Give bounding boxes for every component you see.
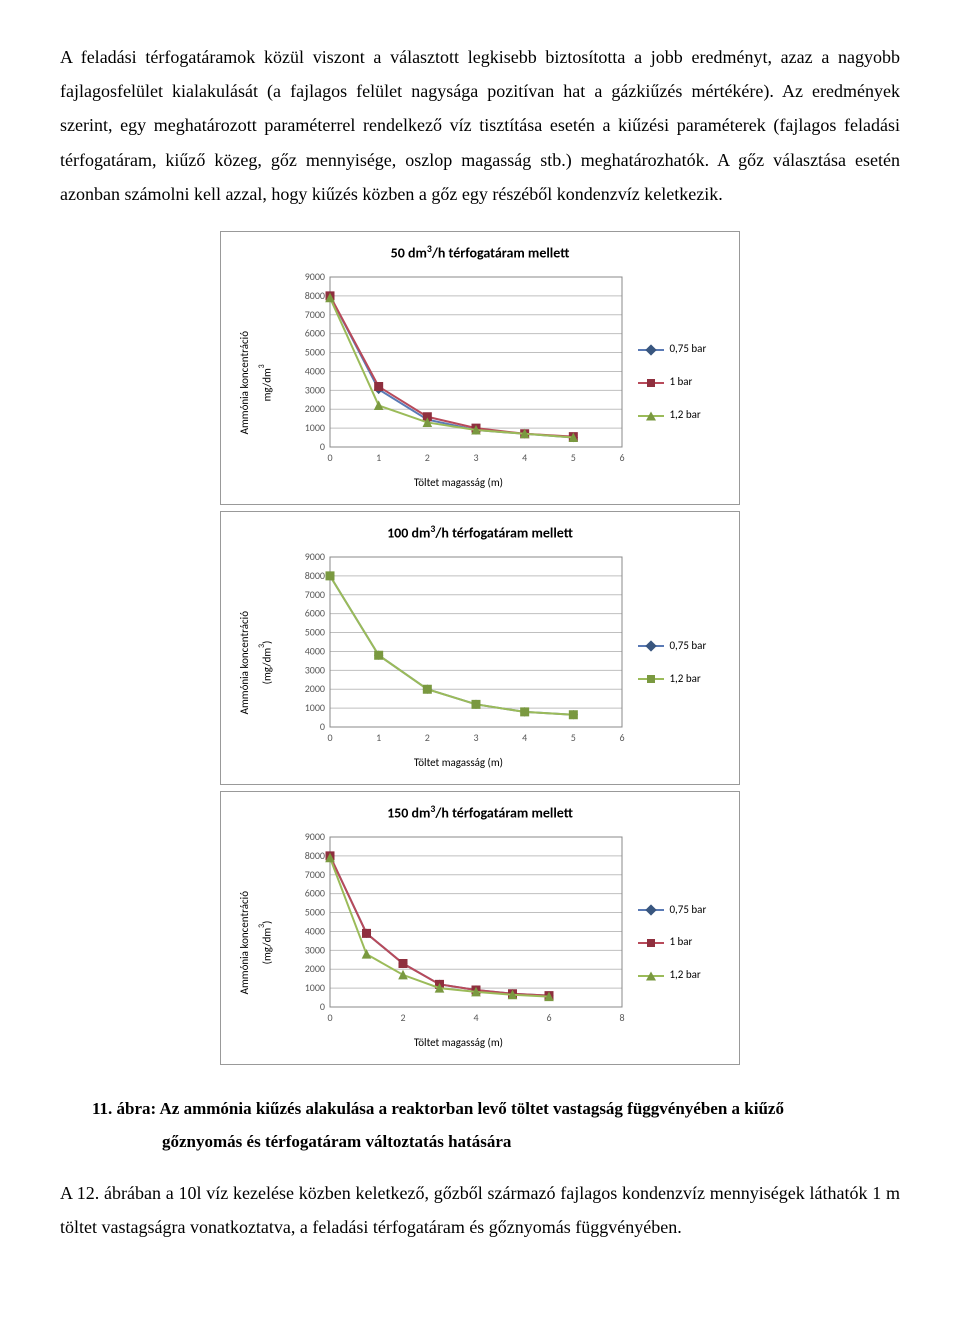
svg-text:0: 0 bbox=[328, 731, 333, 744]
svg-text:0: 0 bbox=[320, 1000, 325, 1013]
legend-label-s1: 1 bar bbox=[669, 932, 692, 953]
svg-text:5000: 5000 bbox=[305, 626, 325, 639]
svg-text:2000: 2000 bbox=[305, 963, 325, 976]
legend-label-s12: 1,2 bar bbox=[669, 669, 700, 690]
caption-line2: gőznyomás és térfogatáram változtatás ha… bbox=[92, 1126, 900, 1158]
svg-text:2000: 2000 bbox=[305, 683, 325, 696]
legend-label-s075: 0,75 bar bbox=[669, 339, 706, 360]
svg-text:2: 2 bbox=[401, 1011, 406, 1024]
legend-item-s1: 1 bar bbox=[638, 932, 706, 953]
svg-text:3000: 3000 bbox=[305, 944, 325, 957]
svg-text:0: 0 bbox=[328, 451, 333, 464]
legend-sym-s12 bbox=[638, 970, 664, 982]
svg-text:8: 8 bbox=[620, 1011, 625, 1024]
legend-label-s12: 1,2 bar bbox=[669, 405, 700, 426]
svg-text:5000: 5000 bbox=[305, 906, 325, 919]
chart-title: 50 dm3/h térfogatáram mellett bbox=[235, 240, 725, 267]
chart-legend: 0,75 bar 1 bar 1,2 bar bbox=[638, 339, 706, 426]
legend-label-s12: 1,2 bar bbox=[669, 965, 700, 986]
y-axis-label: Ammónia koncentrációmg/dm3 bbox=[235, 331, 278, 434]
legend-sym-s075 bbox=[638, 344, 664, 356]
svg-text:6000: 6000 bbox=[305, 327, 325, 340]
svg-text:4000: 4000 bbox=[305, 365, 325, 378]
y-axis-label: Ammónia koncentráció(mg/dm3) bbox=[235, 891, 278, 994]
svg-text:6: 6 bbox=[547, 1011, 552, 1024]
legend-sym-s075 bbox=[638, 904, 664, 916]
legend-sym-s12 bbox=[638, 673, 664, 685]
svg-text:2000: 2000 bbox=[305, 402, 325, 415]
svg-text:5: 5 bbox=[571, 451, 576, 464]
legend-item-s075: 0,75 bar bbox=[638, 339, 706, 360]
legend-label-s075: 0,75 bar bbox=[669, 900, 706, 921]
svg-text:2: 2 bbox=[425, 731, 430, 744]
chart-title: 100 dm3/h térfogatáram mellett bbox=[235, 520, 725, 547]
paragraph-2: A 12. ábrában a 10l víz kezelése közben … bbox=[60, 1176, 900, 1244]
svg-text:9000: 9000 bbox=[305, 831, 325, 843]
svg-text:6000: 6000 bbox=[305, 887, 325, 900]
x-axis-label: Töltet magasság (m) bbox=[414, 753, 503, 774]
chart-50: 50 dm3/h térfogatáram mellett Ammónia ko… bbox=[220, 231, 740, 505]
legend-item-s075: 0,75 bar bbox=[638, 636, 706, 657]
svg-text:5: 5 bbox=[571, 731, 576, 744]
svg-text:5000: 5000 bbox=[305, 346, 325, 359]
svg-text:9000: 9000 bbox=[305, 271, 325, 283]
svg-text:3: 3 bbox=[474, 451, 479, 464]
legend-label-s1: 1 bar bbox=[669, 372, 692, 393]
svg-text:9000: 9000 bbox=[305, 551, 325, 563]
x-axis-label: Töltet magasság (m) bbox=[414, 1033, 503, 1054]
svg-text:1000: 1000 bbox=[305, 982, 325, 995]
svg-text:3000: 3000 bbox=[305, 664, 325, 677]
x-axis-label: Töltet magasság (m) bbox=[414, 473, 503, 494]
y-axis-label: Ammónia koncentráció(mg/dm3) bbox=[235, 611, 278, 714]
svg-text:8000: 8000 bbox=[305, 569, 325, 582]
legend-item-s12: 1,2 bar bbox=[638, 965, 706, 986]
legend-item-s075: 0,75 bar bbox=[638, 900, 706, 921]
svg-text:1: 1 bbox=[377, 451, 382, 464]
svg-text:6000: 6000 bbox=[305, 607, 325, 620]
svg-text:7000: 7000 bbox=[305, 588, 325, 601]
svg-text:0: 0 bbox=[328, 1011, 333, 1024]
chart-150: 150 dm3/h térfogatáram mellett Ammónia k… bbox=[220, 791, 740, 1065]
svg-text:1: 1 bbox=[377, 731, 382, 744]
svg-text:1000: 1000 bbox=[305, 421, 325, 434]
legend-item-s12: 1,2 bar bbox=[638, 669, 706, 690]
svg-text:3000: 3000 bbox=[305, 384, 325, 397]
legend-label-s075: 0,75 bar bbox=[669, 636, 706, 657]
chart-100: 100 dm3/h térfogatáram mellett Ammónia k… bbox=[220, 511, 740, 785]
svg-text:7000: 7000 bbox=[305, 308, 325, 321]
legend-sym-s12 bbox=[638, 410, 664, 422]
svg-text:6: 6 bbox=[620, 731, 625, 744]
legend-sym-s1 bbox=[638, 377, 664, 389]
figure-11: 50 dm3/h térfogatáram mellett Ammónia ko… bbox=[60, 231, 900, 1065]
svg-text:8000: 8000 bbox=[305, 849, 325, 862]
svg-text:8000: 8000 bbox=[305, 289, 325, 302]
svg-text:0: 0 bbox=[320, 720, 325, 733]
legend-item-s12: 1,2 bar bbox=[638, 405, 706, 426]
svg-text:1000: 1000 bbox=[305, 701, 325, 714]
svg-text:4000: 4000 bbox=[305, 925, 325, 938]
legend-item-s1: 1 bar bbox=[638, 372, 706, 393]
legend-sym-s075 bbox=[638, 640, 664, 652]
chart-legend: 0,75 bar 1 bar 1,2 bar bbox=[638, 900, 706, 987]
figure-11-caption: 11. ábra: Az ammónia kiűzés alakulása a … bbox=[60, 1093, 900, 1158]
svg-text:4: 4 bbox=[523, 451, 528, 464]
svg-text:6: 6 bbox=[620, 451, 625, 464]
svg-text:4000: 4000 bbox=[305, 645, 325, 658]
caption-line1: 11. ábra: Az ammónia kiűzés alakulása a … bbox=[92, 1099, 784, 1118]
svg-text:4: 4 bbox=[523, 731, 528, 744]
chart-title: 150 dm3/h térfogatáram mellett bbox=[235, 800, 725, 827]
paragraph-1: A feladási térfogatáramok közül viszont … bbox=[60, 40, 900, 211]
svg-text:4: 4 bbox=[474, 1011, 479, 1024]
legend-sym-s1 bbox=[638, 937, 664, 949]
svg-text:2: 2 bbox=[425, 451, 430, 464]
svg-text:3: 3 bbox=[474, 731, 479, 744]
svg-text:0: 0 bbox=[320, 440, 325, 453]
svg-text:7000: 7000 bbox=[305, 868, 325, 881]
chart-legend: 0,75 bar 1,2 bar bbox=[638, 636, 706, 690]
